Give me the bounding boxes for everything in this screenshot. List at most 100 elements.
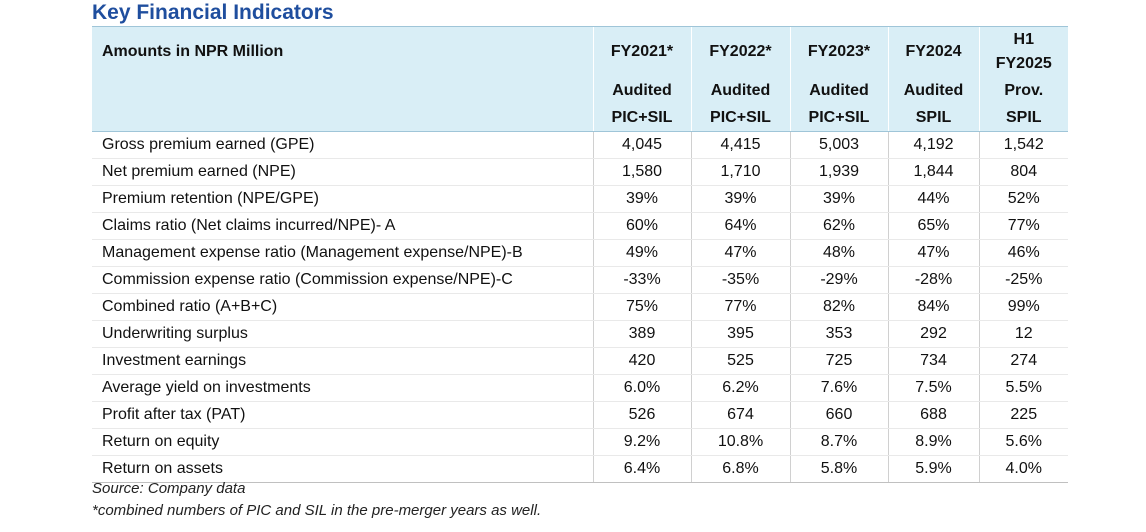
table-cell: 674 <box>690 401 790 429</box>
table-cell: 77% <box>978 212 1068 240</box>
row-label: Gross premium earned (GPE) <box>92 131 593 159</box>
table-cell: 12 <box>978 320 1068 348</box>
table-cell: 46% <box>978 239 1068 267</box>
table-row: Average yield on investments 6.0% 6.2% 7.6%… <box>92 374 1068 402</box>
year-header-fy2025: FY2025 <box>995 55 1052 72</box>
table-row: Profit after tax (PAT) 526 674 660 688 225 <box>92 401 1068 429</box>
row-label: Investment earnings <box>92 347 593 375</box>
status-header: Audited <box>690 77 790 104</box>
table-row: Commission expense ratio (Commission exp… <box>92 266 1068 294</box>
table-row: Premium retention (NPE/GPE) 39% 39% 39% 44% 5… <box>92 185 1068 213</box>
table-cell: 525 <box>690 347 790 375</box>
table-cell: 6.4% <box>592 455 691 483</box>
table-cell: -25% <box>978 266 1068 294</box>
table-cell: 48% <box>789 239 888 267</box>
table-cell: 4.0% <box>978 455 1068 483</box>
row-label: Return on assets <box>92 455 593 483</box>
table-cell: 65% <box>887 212 979 240</box>
table-cell: -35% <box>690 266 790 294</box>
year-header: FY2021* <box>592 26 691 77</box>
table-cell: 5.8% <box>789 455 888 483</box>
table-cell: 6.2% <box>690 374 790 402</box>
year-header: H1 FY2025 <box>978 26 1068 77</box>
row-label: Claims ratio (Net claims incurred/NPE)- … <box>92 212 593 240</box>
row-label: Return on equity <box>92 428 593 456</box>
year-header: FY2022* <box>690 26 790 77</box>
entity-header: PIC+SIL <box>690 104 790 132</box>
table-cell: 4,045 <box>592 131 691 159</box>
table-cell: 39% <box>690 185 790 213</box>
page-title: Key Financial Indicators <box>92 1 334 24</box>
table-cell: 7.6% <box>789 374 888 402</box>
table-cell: 5.9% <box>887 455 979 483</box>
row-label: Underwriting surplus <box>92 320 593 348</box>
row-label: Management expense ratio (Management exp… <box>92 239 593 267</box>
status-header: Audited <box>592 77 691 104</box>
table-row: Claims ratio (Net claims incurred/NPE)- … <box>92 212 1068 240</box>
table-cell: 660 <box>789 401 888 429</box>
table-cell: 292 <box>887 320 979 348</box>
table-cell: 10.8% <box>690 428 790 456</box>
table-row: Gross premium earned (GPE) 4,045 4,415 5,00… <box>92 131 1068 159</box>
status-header: Audited <box>789 77 888 104</box>
table-cell: 82% <box>789 293 888 321</box>
footnote: *combined numbers of PIC and SIL in the … <box>92 502 542 519</box>
table-row: Return on equity 9.2% 10.8% 8.7% 8.9% 5.6% <box>92 428 1068 456</box>
table-cell: 6.8% <box>690 455 790 483</box>
table-cell: 6.0% <box>592 374 691 402</box>
table-cell: 1,710 <box>690 158 790 186</box>
row-label: Average yield on investments <box>92 374 593 402</box>
table-cell: 39% <box>789 185 888 213</box>
table-cell: 526 <box>592 401 691 429</box>
row-label: Profit after tax (PAT) <box>92 401 593 429</box>
table-cell: 47% <box>690 239 790 267</box>
table-cell: 225 <box>978 401 1068 429</box>
financial-indicators-table: Amounts in NPR Million FY2021* FY2022* F… <box>92 26 1068 483</box>
source-note: Source: Company data <box>92 480 246 497</box>
table-row: Net premium earned (NPE) 1,580 1,710 1,939 1… <box>92 158 1068 186</box>
row-label: Net premium earned (NPE) <box>92 158 593 186</box>
table-cell: -29% <box>789 266 888 294</box>
table-cell: 395 <box>690 320 790 348</box>
table-cell: 688 <box>887 401 979 429</box>
table-cell: 77% <box>690 293 790 321</box>
table-cell: 60% <box>592 212 691 240</box>
table-cell: 4,415 <box>690 131 790 159</box>
table-cell: 725 <box>789 347 888 375</box>
table-cell: 49% <box>592 239 691 267</box>
table-cell: 99% <box>978 293 1068 321</box>
table-row: Management expense ratio (Management exp… <box>92 239 1068 267</box>
table-cell: 1,542 <box>978 131 1068 159</box>
table-row: Investment earnings 420 525 725 734 274 <box>92 347 1068 375</box>
status-header: Audited <box>887 77 979 104</box>
table-row: Combined ratio (A+B+C) 75% 77% 82% 84% 99% <box>92 293 1068 321</box>
amounts-header: Amounts in NPR Million <box>92 26 593 77</box>
table-row: Underwriting surplus 389 395 353 292 12 <box>92 320 1068 348</box>
table-cell: 52% <box>978 185 1068 213</box>
table-cell: 75% <box>592 293 691 321</box>
table-cell: 5,003 <box>789 131 888 159</box>
row-label: Premium retention (NPE/GPE) <box>92 185 593 213</box>
entity-header: PIC+SIL <box>789 104 888 132</box>
header-spacer <box>92 77 593 104</box>
entity-header: SPIL <box>887 104 979 132</box>
table-cell: 5.5% <box>978 374 1068 402</box>
table-cell: 804 <box>978 158 1068 186</box>
year-header: FY2023* <box>789 26 888 77</box>
table-cell: 44% <box>887 185 979 213</box>
table-cell: 734 <box>887 347 979 375</box>
table-cell: 1,580 <box>592 158 691 186</box>
header-spacer <box>92 104 593 132</box>
table-cell: 4,192 <box>887 131 979 159</box>
table-cell: 5.6% <box>978 428 1068 456</box>
table-cell: 9.2% <box>592 428 691 456</box>
table-cell: 389 <box>592 320 691 348</box>
table-cell: -28% <box>887 266 979 294</box>
table-cell: 64% <box>690 212 790 240</box>
table-cell: 274 <box>978 347 1068 375</box>
table-cell: 353 <box>789 320 888 348</box>
year-header-h1: H1 <box>1013 31 1034 48</box>
table-cell: 84% <box>887 293 979 321</box>
table-cell: 8.9% <box>887 428 979 456</box>
year-header: FY2024 <box>887 26 979 77</box>
